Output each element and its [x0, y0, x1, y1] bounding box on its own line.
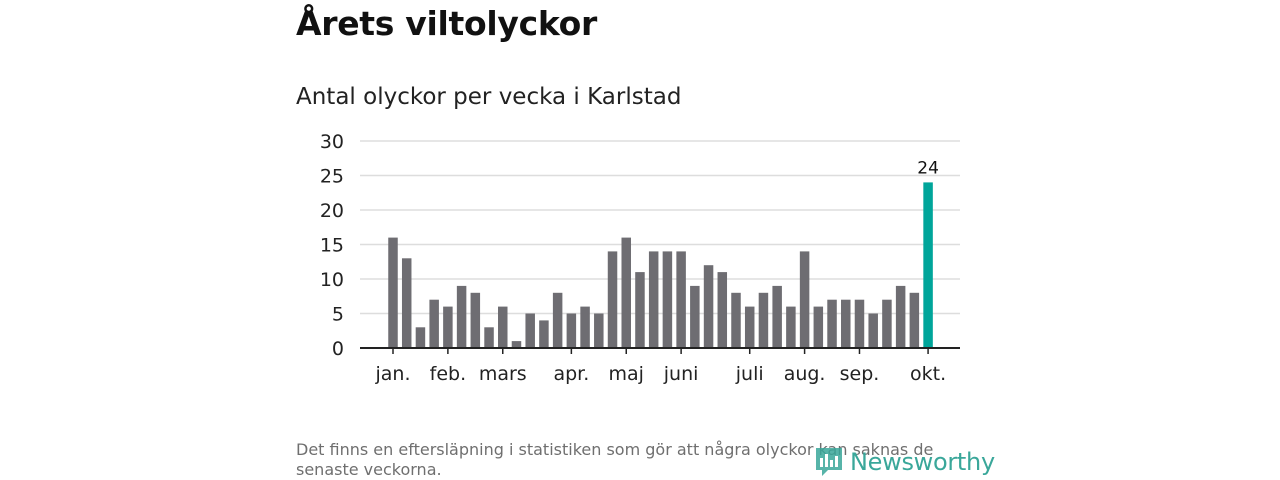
bar [813, 306, 824, 348]
x-tick-label: feb. [430, 363, 466, 385]
bar [580, 306, 590, 348]
bar [786, 306, 796, 348]
x-tick-label: maj [609, 363, 644, 385]
bar [909, 292, 920, 348]
bar [484, 327, 494, 348]
bar [607, 251, 618, 348]
bar [827, 299, 837, 348]
data-label: 24 [917, 158, 939, 178]
bar [511, 341, 522, 348]
x-tick-label: aug. [784, 363, 826, 385]
bar [443, 306, 453, 348]
bar [690, 285, 700, 348]
x-tick-label: mars [479, 363, 527, 385]
bar [388, 237, 398, 348]
bar [498, 306, 508, 348]
bar [895, 285, 906, 348]
x-tick-label: sep. [840, 363, 880, 385]
bar-highlight [923, 182, 933, 348]
bar [841, 299, 851, 348]
bar [772, 285, 782, 348]
bar [415, 327, 426, 348]
bar [566, 313, 577, 348]
x-tick-label: okt. [910, 363, 946, 385]
x-tick-label: juni [663, 363, 699, 385]
bar [703, 265, 714, 348]
bar [621, 237, 631, 348]
bar [731, 292, 741, 348]
y-tick-label: 0 [332, 338, 344, 360]
x-tick-label: juli [735, 363, 764, 385]
bar [401, 258, 412, 348]
bar [594, 313, 604, 348]
y-tick-label: 10 [320, 269, 344, 291]
bar [882, 299, 892, 348]
bar [539, 320, 549, 348]
bar [676, 251, 686, 348]
page-title: Årets viltolyckor [296, 4, 597, 43]
x-tick-label: jan. [374, 363, 410, 385]
x-tick-label: apr. [553, 363, 589, 385]
bar [662, 251, 673, 348]
chart-subtitle: Antal olyckor per vecka i Karlstad [296, 84, 682, 110]
y-tick-label: 5 [332, 304, 344, 326]
bar [717, 272, 728, 348]
bar [525, 313, 535, 348]
y-tick-label: 20 [320, 200, 344, 222]
brand-name: Newsworthy [850, 448, 995, 476]
newsworthy-logo-icon [816, 448, 842, 476]
bar [744, 306, 755, 348]
brand-logo: Newsworthy [814, 446, 995, 478]
y-tick-label: 25 [320, 166, 344, 188]
bar [429, 299, 439, 348]
bar [470, 292, 481, 348]
bar [635, 272, 645, 348]
bar [552, 292, 563, 348]
y-tick-label: 15 [320, 235, 344, 257]
bar [648, 251, 659, 348]
y-tick-label: 30 [320, 131, 344, 153]
bar-chart: 0 5 10 15 20 25 30 24 jan. feb. mars apr. maj juni jul… [320, 131, 960, 385]
bar [456, 285, 467, 348]
footnote: Det finns en eftersläpning i statistiken… [296, 440, 934, 479]
bar [799, 251, 810, 348]
bar [868, 313, 878, 348]
bar [854, 299, 865, 348]
bar [758, 292, 769, 348]
